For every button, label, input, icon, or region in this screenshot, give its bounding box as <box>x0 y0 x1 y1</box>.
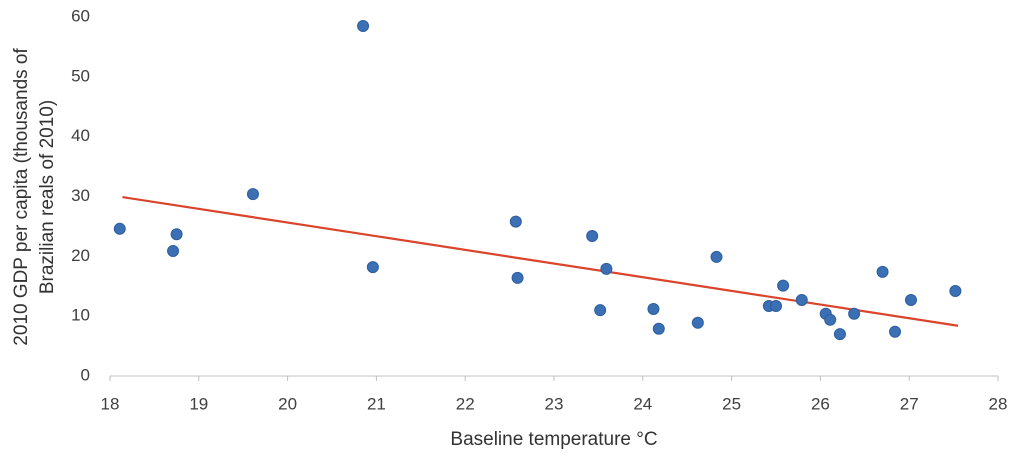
x-tick-label: 18 <box>101 394 120 413</box>
y-tick-label: 10 <box>71 306 90 325</box>
y-tick-label: 40 <box>71 126 90 145</box>
x-tick-label: 25 <box>722 394 741 413</box>
x-tick-label: 28 <box>989 394 1008 413</box>
data-point <box>357 19 370 32</box>
data-point <box>594 304 607 317</box>
data-point <box>511 271 524 284</box>
data-point <box>949 285 962 298</box>
data-point <box>770 299 782 312</box>
data-point <box>876 265 889 278</box>
data-point <box>710 250 723 263</box>
x-tick-label: 27 <box>900 394 919 413</box>
data-point <box>167 244 180 257</box>
data-point <box>795 294 808 307</box>
data-point <box>170 228 183 241</box>
trend-line <box>122 196 959 327</box>
data-point <box>848 307 861 320</box>
x-tick-label: 23 <box>545 394 564 413</box>
x-tick-label: 26 <box>811 394 830 413</box>
data-point <box>824 313 837 326</box>
data-point <box>691 316 704 329</box>
data-point <box>904 294 917 307</box>
x-tick-label: 19 <box>189 394 208 413</box>
data-point <box>777 279 790 292</box>
y-axis-title: 2010 GDP per capita (thousands of <box>11 48 32 346</box>
x-tick-label: 24 <box>633 394 652 413</box>
y-tick-label: 30 <box>71 186 90 205</box>
x-tick-label: 21 <box>367 394 386 413</box>
y-tick-label: 20 <box>71 246 90 265</box>
data-point <box>509 215 522 228</box>
x-tick-label: 22 <box>456 394 475 413</box>
data-point <box>888 325 901 338</box>
data-point <box>113 222 126 235</box>
data-point <box>366 261 379 274</box>
data-point <box>652 322 665 335</box>
data-point <box>246 188 259 201</box>
x-tick-label: 20 <box>278 394 297 413</box>
data-point <box>600 262 613 275</box>
data-point <box>833 328 846 341</box>
data-point <box>647 302 660 315</box>
y-tick-label: 50 <box>71 66 90 85</box>
y-axis-title: Brazilian reals of 2010) <box>37 100 58 294</box>
data-point <box>586 229 599 242</box>
y-tick-label: 0 <box>81 365 90 384</box>
y-tick-label: 60 <box>71 6 90 25</box>
x-axis-title: Baseline temperature °C <box>450 429 657 450</box>
